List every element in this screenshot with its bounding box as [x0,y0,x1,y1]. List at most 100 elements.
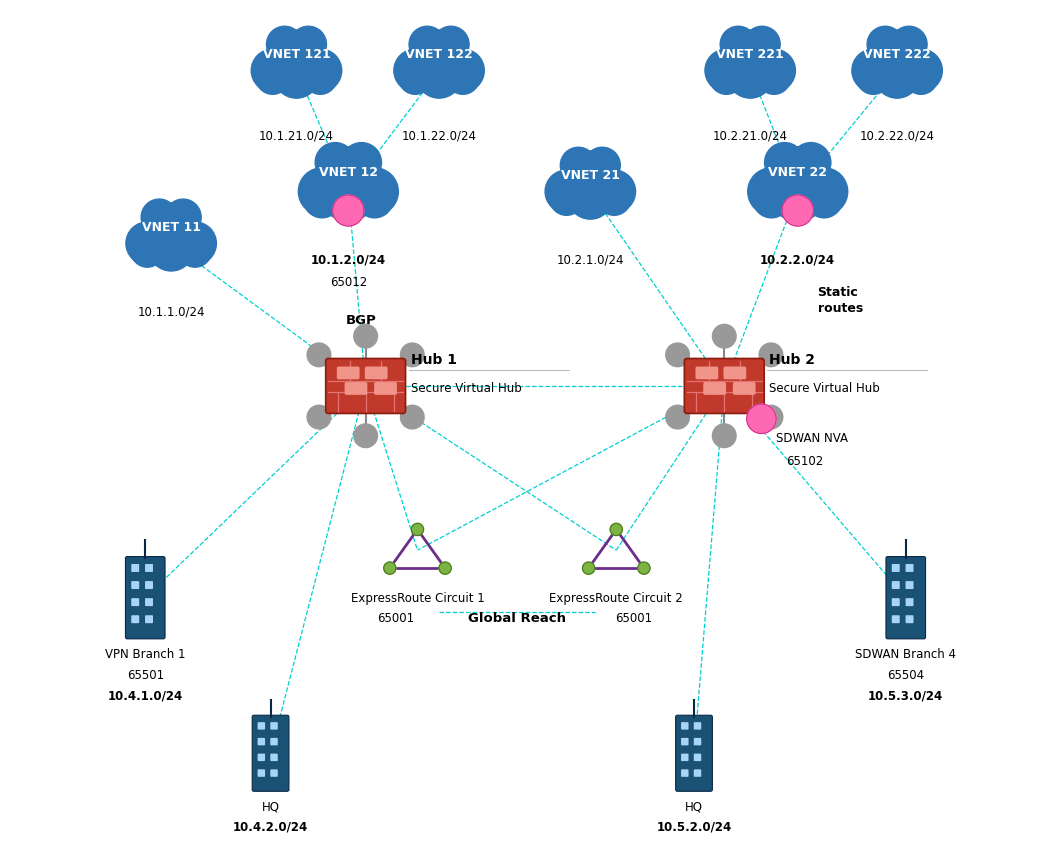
Circle shape [356,181,393,218]
FancyBboxPatch shape [257,722,265,730]
Text: 10.4.1.0/24: 10.4.1.0/24 [107,689,183,702]
Text: VNET 12: VNET 12 [318,166,377,179]
FancyBboxPatch shape [681,722,688,730]
Circle shape [705,49,748,92]
Circle shape [768,147,827,205]
FancyBboxPatch shape [696,367,718,379]
FancyBboxPatch shape [733,382,756,394]
FancyBboxPatch shape [131,616,139,623]
Text: 10.2.1.0/24: 10.2.1.0/24 [557,254,624,267]
Circle shape [550,182,583,215]
FancyBboxPatch shape [891,564,900,572]
Circle shape [597,182,631,215]
Text: Secure Virtual Hub: Secure Virtual Hub [769,381,880,394]
Circle shape [290,26,327,62]
FancyBboxPatch shape [145,598,153,606]
Text: 65001: 65001 [377,612,414,625]
Text: VNET 222: VNET 222 [863,49,931,62]
Circle shape [764,142,805,183]
FancyBboxPatch shape [906,564,913,572]
Circle shape [759,343,783,367]
Text: VNET 221: VNET 221 [717,49,784,62]
FancyBboxPatch shape [270,722,277,730]
Circle shape [900,49,943,92]
Text: 10.1.22.0/24: 10.1.22.0/24 [401,129,476,142]
Text: 65504: 65504 [887,668,924,681]
FancyBboxPatch shape [891,598,900,606]
Circle shape [173,222,217,264]
FancyBboxPatch shape [906,616,913,623]
Circle shape [904,61,937,95]
Circle shape [852,49,894,92]
Circle shape [307,343,331,367]
Circle shape [400,343,425,367]
Text: 65102: 65102 [786,455,824,468]
Circle shape [782,195,813,226]
Circle shape [165,199,201,235]
Text: Hub 2: Hub 2 [769,353,816,367]
Circle shape [638,562,650,574]
Text: 65501: 65501 [127,668,164,681]
Text: 10.5.3.0/24: 10.5.3.0/24 [868,689,944,702]
FancyBboxPatch shape [374,382,397,394]
Circle shape [126,222,169,264]
Circle shape [304,61,337,95]
FancyBboxPatch shape [145,581,153,589]
FancyBboxPatch shape [694,738,701,746]
FancyBboxPatch shape [694,722,701,730]
FancyBboxPatch shape [681,753,688,761]
FancyBboxPatch shape [906,598,913,606]
FancyBboxPatch shape [326,358,406,414]
Circle shape [298,168,346,215]
Circle shape [413,30,466,82]
FancyBboxPatch shape [694,753,701,761]
Circle shape [409,26,446,62]
FancyBboxPatch shape [681,769,688,777]
Circle shape [744,26,780,62]
Circle shape [130,234,164,267]
Circle shape [791,142,831,183]
Circle shape [665,343,689,367]
FancyBboxPatch shape [131,564,139,572]
Text: VNET 21: VNET 21 [561,169,620,182]
Circle shape [411,524,424,536]
FancyBboxPatch shape [257,769,265,777]
Circle shape [447,61,479,95]
Text: 10.1.1.0/24: 10.1.1.0/24 [138,305,205,318]
FancyBboxPatch shape [684,358,764,414]
Text: 65012: 65012 [330,277,367,290]
Circle shape [747,168,796,215]
Circle shape [584,147,620,184]
Circle shape [665,405,689,429]
Circle shape [315,142,355,183]
Circle shape [323,172,373,222]
Text: VNET 122: VNET 122 [406,49,473,62]
Circle shape [545,170,588,213]
Text: 10.2.2.0/24: 10.2.2.0/24 [760,254,836,267]
Circle shape [439,562,451,574]
Circle shape [333,195,364,226]
FancyBboxPatch shape [257,738,265,746]
FancyBboxPatch shape [681,738,688,746]
Circle shape [713,324,736,348]
FancyBboxPatch shape [131,581,139,589]
Text: VNET 11: VNET 11 [142,221,201,234]
Circle shape [724,30,777,82]
Text: VNET 22: VNET 22 [768,166,827,179]
Text: 10.1.21.0/24: 10.1.21.0/24 [259,129,334,142]
Text: ExpressRoute Circuit 2: ExpressRoute Circuit 2 [550,591,683,604]
Circle shape [758,61,790,95]
Circle shape [753,181,790,218]
Circle shape [342,142,382,183]
FancyBboxPatch shape [270,753,277,761]
Circle shape [179,234,211,267]
Text: SDWAN NVA: SDWAN NVA [776,432,848,445]
Circle shape [759,405,783,429]
Circle shape [867,26,903,62]
FancyBboxPatch shape [125,557,165,639]
Circle shape [270,30,323,82]
Text: 10.4.2.0/24: 10.4.2.0/24 [233,821,308,834]
Circle shape [354,424,377,447]
Circle shape [256,61,289,95]
Circle shape [416,52,462,98]
